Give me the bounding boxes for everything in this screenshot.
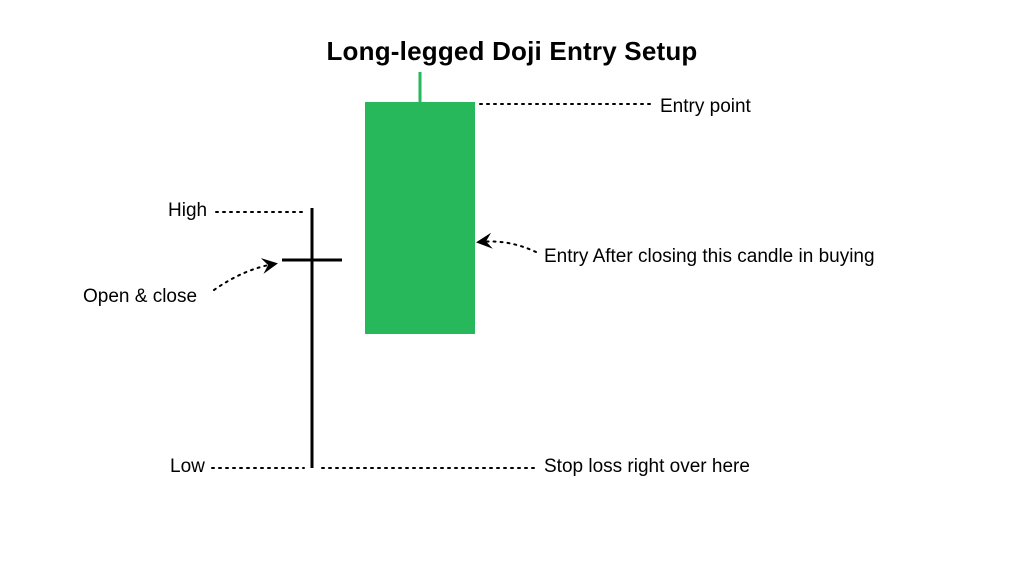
label-high: High [168,200,207,222]
label-stop-loss: Stop loss right over here [544,456,750,478]
connectors [212,104,650,468]
green-candle [365,72,475,334]
chart-title: Long-legged Doji Entry Setup [0,36,1024,67]
label-entry-point: Entry point [660,96,751,118]
doji-candle [282,208,342,468]
label-open-close: Open & close [83,286,197,308]
diagram-stage: Long-legged Doji Entry Setup High [0,0,1024,576]
label-entry-after: Entry After closing this candle in buyin… [544,246,875,268]
connector-entry-after [480,241,536,252]
label-low: Low [170,456,205,478]
green-candle-body [365,102,475,334]
connector-open-close [214,264,274,290]
